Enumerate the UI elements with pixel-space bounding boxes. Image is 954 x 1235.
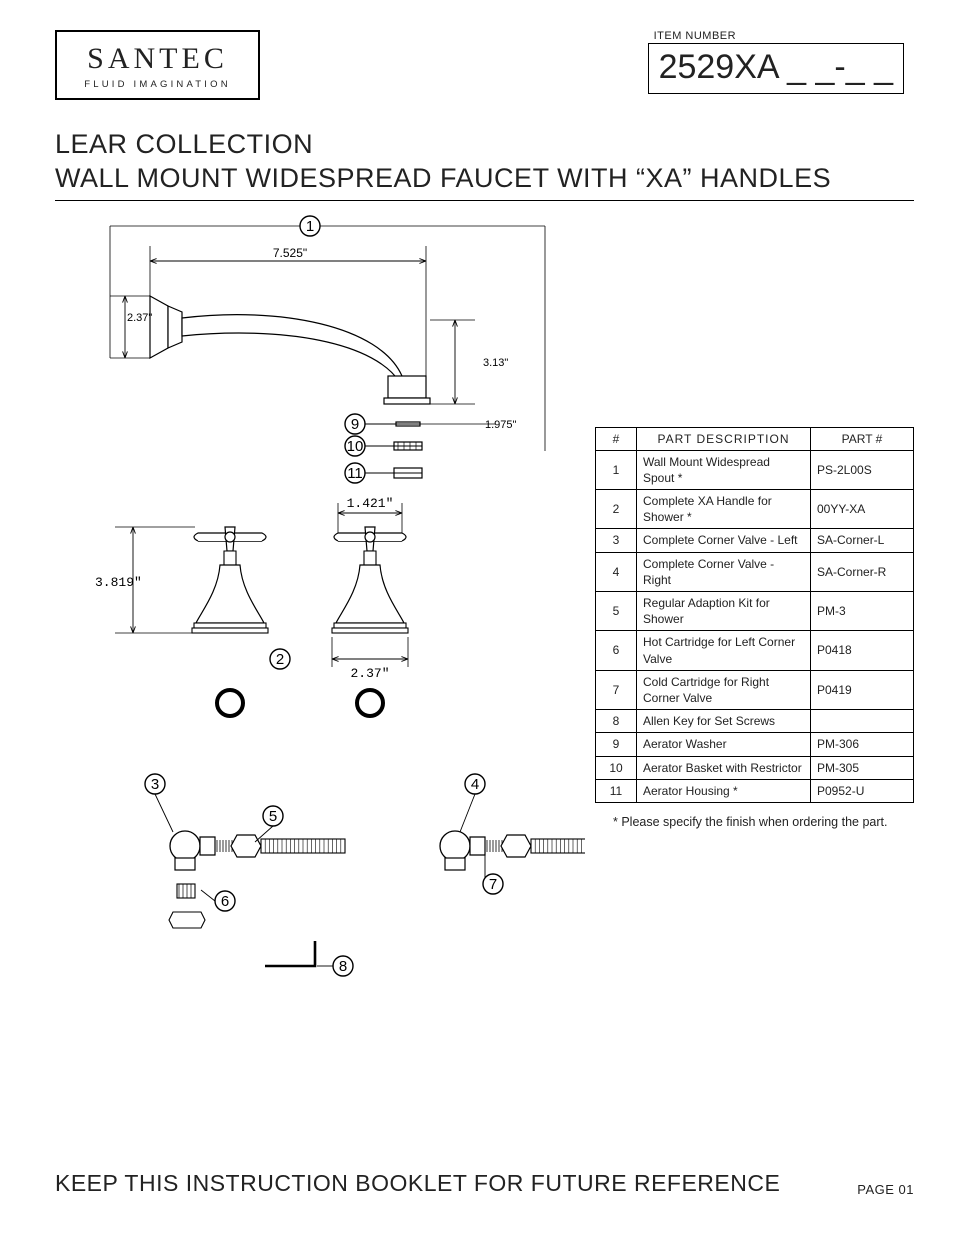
brand-name: SANTEC bbox=[75, 42, 240, 76]
part-number: PM-3 bbox=[811, 592, 914, 631]
svg-text:2.37": 2.37" bbox=[127, 312, 152, 324]
svg-text:11: 11 bbox=[347, 465, 363, 482]
part-num: 4 bbox=[596, 552, 637, 591]
part-desc: Wall Mount Widespread Spout * bbox=[637, 450, 811, 489]
part-desc: Cold Cartridge for Right Corner Valve bbox=[637, 670, 811, 709]
page-title: LEAR COLLECTION WALL MOUNT WIDESPREAD FA… bbox=[55, 128, 914, 196]
brand-logo: SANTEC FLUID IMAGINATION bbox=[55, 30, 260, 100]
part-number: P0952-U bbox=[811, 779, 914, 802]
technical-diagram: 7.525" 1 2.37" 3.13" 1.975" 9 10 11 3.819" 1.421"… bbox=[55, 211, 585, 1081]
part-num: 1 bbox=[596, 450, 637, 489]
svg-text:3: 3 bbox=[151, 776, 159, 793]
part-desc: Aerator Basket with Restrictor bbox=[637, 756, 811, 779]
part-desc: Hot Cartridge for Left Corner Valve bbox=[637, 631, 811, 670]
parts-header-desc: PART DESCRIPTION bbox=[637, 427, 811, 450]
table-row: 6Hot Cartridge for Left Corner ValveP041… bbox=[596, 631, 914, 670]
title-line-2: WALL MOUNT WIDESPREAD FAUCET WITH “XA” H… bbox=[55, 162, 914, 196]
title-line-1: LEAR COLLECTION bbox=[55, 128, 914, 162]
part-desc: Aerator Washer bbox=[637, 733, 811, 756]
svg-text:7.525": 7.525" bbox=[273, 246, 307, 260]
part-num: 8 bbox=[596, 710, 637, 733]
svg-text:1.975": 1.975" bbox=[485, 419, 517, 431]
part-number: SA-Corner-L bbox=[811, 529, 914, 552]
part-num: 10 bbox=[596, 756, 637, 779]
item-number-value: 2529XA _ _-_ _ bbox=[648, 43, 904, 94]
item-number-label: ITEM NUMBER bbox=[654, 30, 904, 42]
finish-note: * Please specify the finish when orderin… bbox=[613, 815, 914, 829]
table-row: 4Complete Corner Valve - RightSA-Corner-… bbox=[596, 552, 914, 591]
footer-instruction: KEEP THIS INSTRUCTION BOOKLET FOR FUTURE… bbox=[55, 1170, 780, 1197]
part-number: P0419 bbox=[811, 670, 914, 709]
part-desc: Regular Adaption Kit for Shower bbox=[637, 592, 811, 631]
parts-header-pn: PART # bbox=[811, 427, 914, 450]
svg-text:2.37": 2.37" bbox=[350, 666, 389, 681]
svg-text:10: 10 bbox=[347, 438, 364, 455]
svg-text:3.819": 3.819" bbox=[95, 575, 142, 590]
svg-text:5: 5 bbox=[269, 808, 277, 825]
part-number: SA-Corner-R bbox=[811, 552, 914, 591]
part-number: PM-306 bbox=[811, 733, 914, 756]
part-number: PM-305 bbox=[811, 756, 914, 779]
parts-header-num: # bbox=[596, 427, 637, 450]
part-desc: Allen Key for Set Screws bbox=[637, 710, 811, 733]
part-number bbox=[811, 710, 914, 733]
part-desc: Complete Corner Valve - Right bbox=[637, 552, 811, 591]
svg-text:3.13": 3.13" bbox=[483, 357, 508, 369]
part-desc: Aerator Housing * bbox=[637, 779, 811, 802]
svg-text:1.421": 1.421" bbox=[347, 496, 394, 511]
table-row: 11Aerator Housing *P0952-U bbox=[596, 779, 914, 802]
part-desc: Complete XA Handle for Shower * bbox=[637, 490, 811, 529]
brand-tagline: FLUID IMAGINATION bbox=[75, 79, 240, 90]
svg-text:1: 1 bbox=[306, 218, 314, 235]
part-number: PS-2L00S bbox=[811, 450, 914, 489]
part-num: 2 bbox=[596, 490, 637, 529]
table-row: 1Wall Mount Widespread Spout *PS-2L00S bbox=[596, 450, 914, 489]
table-row: 2Complete XA Handle for Shower *00YY-XA bbox=[596, 490, 914, 529]
svg-text:2: 2 bbox=[276, 651, 284, 668]
part-desc: Complete Corner Valve - Left bbox=[637, 529, 811, 552]
table-row: 7Cold Cartridge for Right Corner ValveP0… bbox=[596, 670, 914, 709]
table-row: 5Regular Adaption Kit for ShowerPM-3 bbox=[596, 592, 914, 631]
svg-text:7: 7 bbox=[489, 876, 497, 893]
table-row: 10Aerator Basket with RestrictorPM-305 bbox=[596, 756, 914, 779]
part-num: 5 bbox=[596, 592, 637, 631]
svg-text:9: 9 bbox=[351, 416, 359, 433]
svg-text:6: 6 bbox=[221, 893, 229, 910]
table-row: 3Complete Corner Valve - LeftSA-Corner-L bbox=[596, 529, 914, 552]
part-num: 9 bbox=[596, 733, 637, 756]
title-rule bbox=[55, 200, 914, 201]
part-num: 3 bbox=[596, 529, 637, 552]
part-num: 6 bbox=[596, 631, 637, 670]
parts-table: # PART DESCRIPTION PART # 1Wall Mount Wi… bbox=[595, 427, 914, 803]
svg-text:4: 4 bbox=[471, 776, 479, 793]
page-number: PAGE 01 bbox=[857, 1182, 914, 1197]
part-number: 00YY-XA bbox=[811, 490, 914, 529]
table-row: 9Aerator WasherPM-306 bbox=[596, 733, 914, 756]
part-num: 7 bbox=[596, 670, 637, 709]
part-num: 11 bbox=[596, 779, 637, 802]
table-row: 8Allen Key for Set Screws bbox=[596, 710, 914, 733]
item-number-box: ITEM NUMBER 2529XA _ _-_ _ bbox=[648, 30, 904, 94]
part-number: P0418 bbox=[811, 631, 914, 670]
svg-text:8: 8 bbox=[339, 958, 347, 975]
